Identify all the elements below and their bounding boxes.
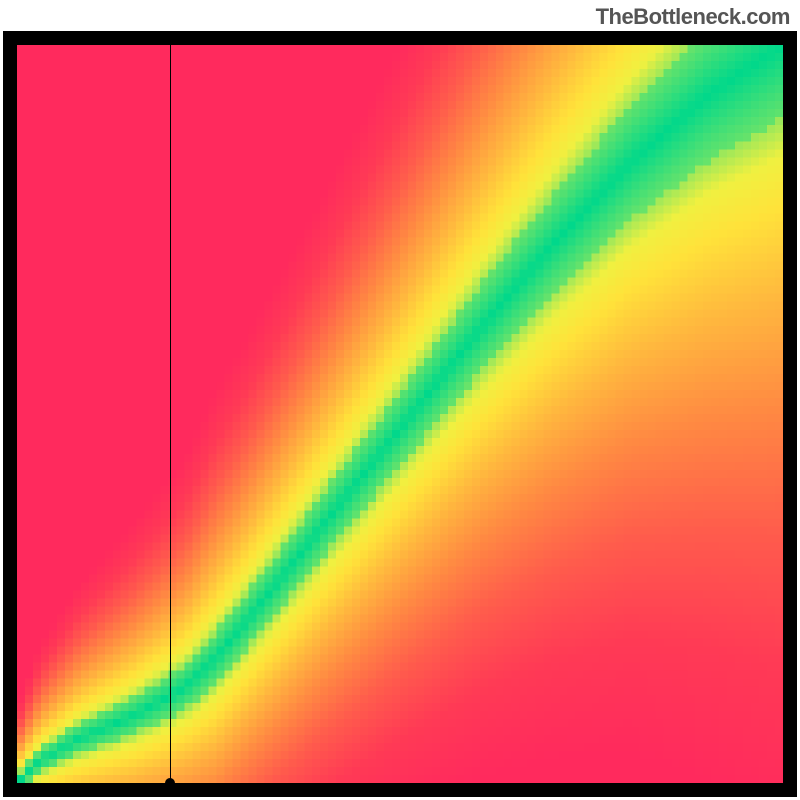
marker-vertical-line: [170, 45, 171, 783]
marker-dot: [165, 778, 175, 788]
chart-container: TheBottleneck.com: [0, 0, 800, 800]
attribution-text: TheBottleneck.com: [596, 4, 790, 30]
heatmap-plot: [17, 45, 783, 783]
